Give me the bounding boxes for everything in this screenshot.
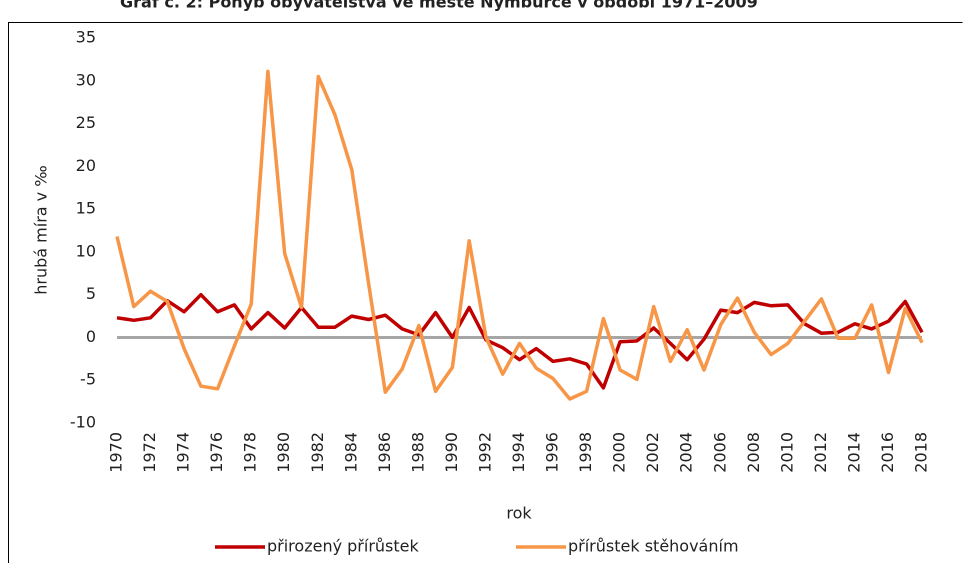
x-tick-label: 1994 [509,432,528,473]
x-axis-label: rok [506,504,532,523]
x-tick-label: 1990 [442,432,461,473]
series-line [115,69,924,401]
x-tick-label: 2016 [878,432,897,473]
x-tick-label: 1976 [207,432,226,473]
y-tick-label: 30 [76,70,96,89]
x-tick-label: 2002 [643,432,662,473]
y-tick-label: 5 [86,284,96,303]
y-axis-label: hrubá míra v ‰ [32,165,51,294]
x-tick-label: 1996 [543,432,562,473]
legend-label: přirozený přírůstek [267,537,419,556]
y-tick-label: -5 [80,370,96,389]
x-tick-label: 1986 [375,432,394,473]
y-tick-label: 35 [76,28,96,47]
y-tick-label: 0 [86,327,96,346]
x-tick-label: 2010 [777,432,796,473]
x-tick-label: 2006 [710,432,729,473]
x-tick-label: 2004 [677,432,696,473]
chart-frame [8,22,963,563]
y-tick-label: 10 [76,241,96,260]
x-tick-label: 1978 [241,432,260,473]
x-tick-label: 1998 [576,432,595,473]
x-tick-label: 2012 [811,432,830,473]
legend-label: přírůstek stěhováním [568,537,739,556]
x-tick-label: 2000 [610,432,629,473]
x-tick-label: 1980 [274,432,293,473]
x-tick-label: 1970 [107,432,126,473]
x-tick-label: 2008 [744,432,763,473]
x-tick-label: 1984 [341,432,360,473]
x-tick-label: 2018 [912,432,931,473]
y-tick-label: -10 [70,413,96,432]
y-tick-label: 25 [76,113,96,132]
x-tick-label: 2014 [844,432,863,473]
x-tick-label: 1982 [308,432,327,473]
y-tick-label: 20 [76,156,96,175]
x-tick-label: 1992 [475,432,494,473]
chart-title: Graf č. 2: Pohyb obyvatelstva ve městě N… [120,0,758,12]
series-line [116,292,924,390]
x-tick-label: 1972 [140,432,159,473]
x-tick-label: 1988 [408,432,427,473]
y-tick-label: 15 [76,199,96,218]
x-tick-label: 1974 [174,432,193,473]
